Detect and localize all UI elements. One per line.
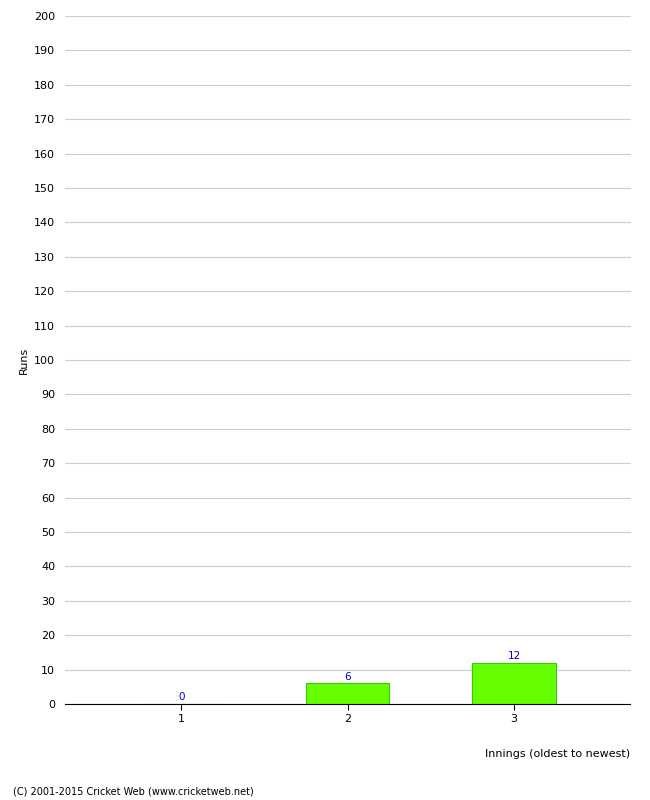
Bar (306, 683, 389, 704)
Text: 0: 0 (178, 692, 185, 702)
Bar (473, 662, 556, 704)
Text: 6: 6 (344, 672, 351, 682)
Text: (C) 2001-2015 Cricket Web (www.cricketweb.net): (C) 2001-2015 Cricket Web (www.cricketwe… (13, 786, 254, 796)
Text: 12: 12 (508, 651, 521, 661)
Y-axis label: Runs: Runs (19, 346, 29, 374)
Text: Innings (oldest to newest): Innings (oldest to newest) (486, 749, 630, 758)
